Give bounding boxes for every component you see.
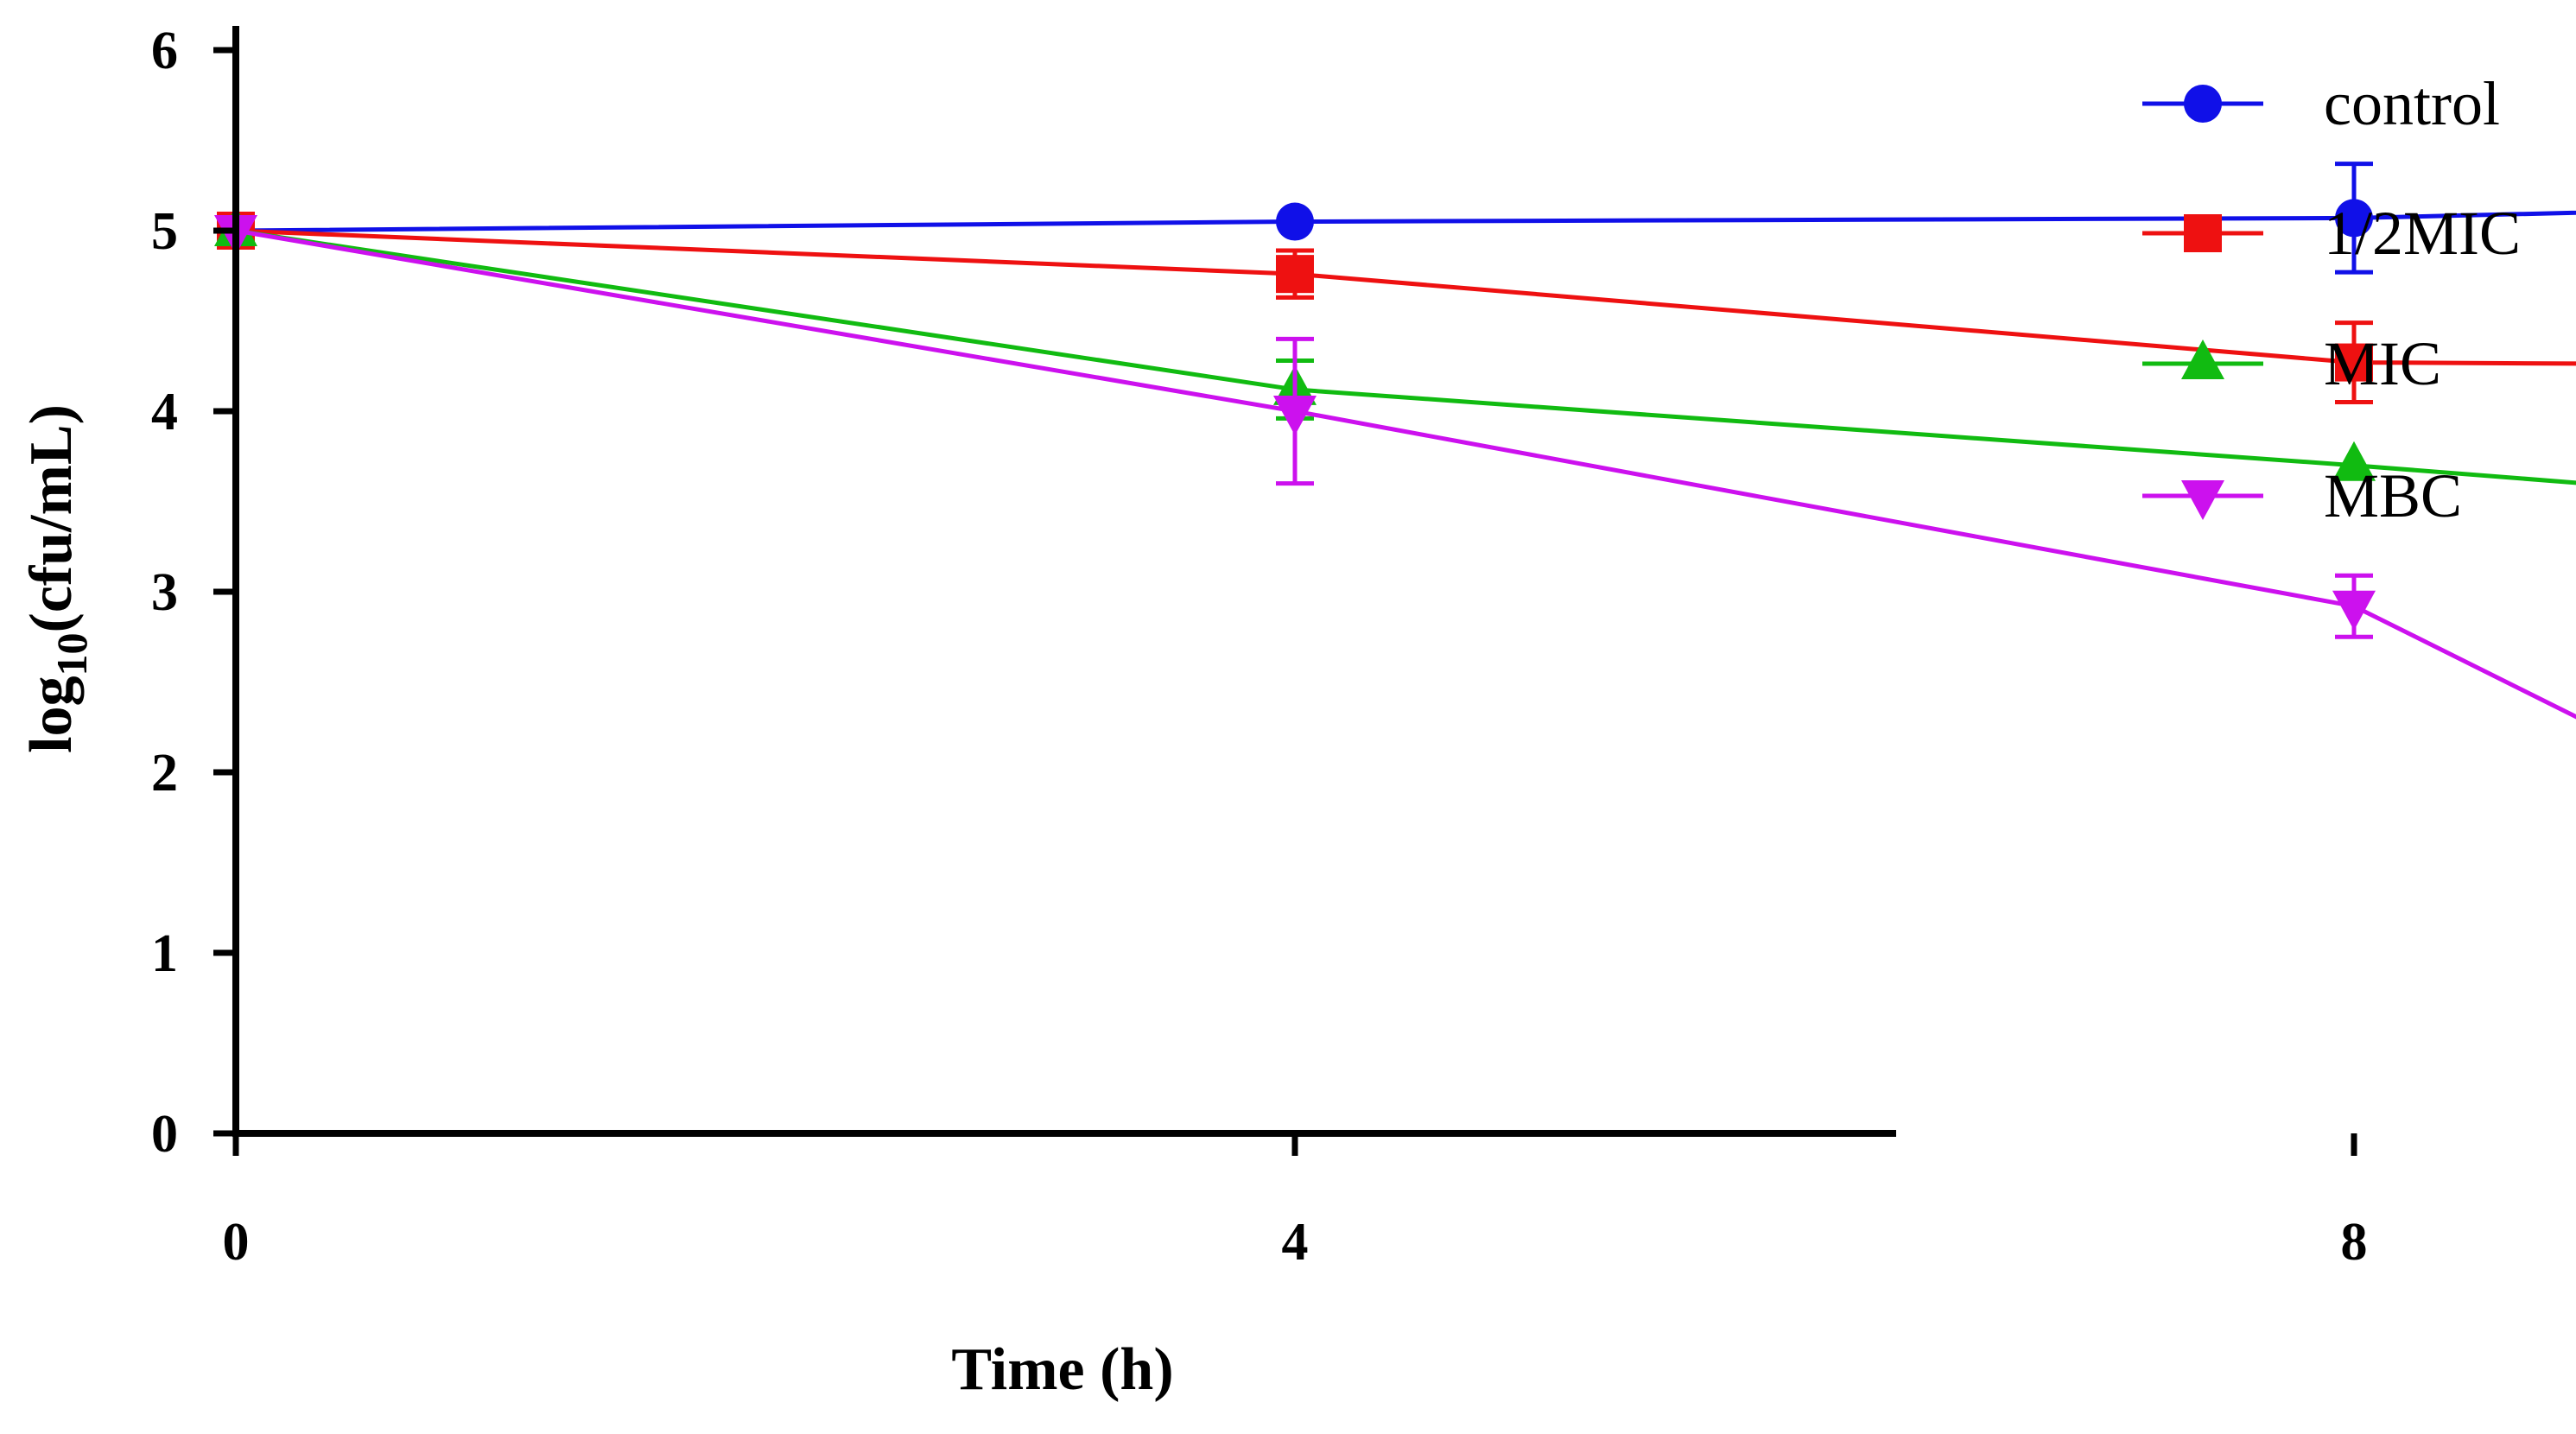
series-line: [235, 228, 2576, 720]
y-tick-label: 5: [151, 202, 178, 261]
series-layer: [214, 162, 2576, 720]
series-1/2MIC: [217, 212, 2576, 405]
legend-label: 1/2MIC: [2324, 199, 2521, 268]
x-tick-label: 8: [2341, 1213, 2368, 1272]
data-point: [2332, 590, 2376, 631]
data-point: [2332, 441, 2376, 481]
axes-layer: [232, 26, 1896, 1137]
legend-marker: [2181, 480, 2224, 520]
y-axis-title-suffix: (cfu/mL): [18, 404, 85, 632]
series-line: [235, 228, 2576, 366]
series-MBC: [214, 215, 2576, 720]
legend-label: MIC: [2324, 329, 2441, 398]
x-axis-title: Time (h): [951, 1336, 1173, 1403]
y-tick-label: 4: [151, 383, 178, 441]
legend-item-MIC: MIC: [2142, 329, 2441, 398]
legend-label: MBC: [2324, 461, 2462, 530]
y-tick-label: 3: [151, 563, 178, 622]
legend-item-MBC: MBC: [2142, 461, 2462, 530]
x-tick-label: 0: [223, 1213, 250, 1272]
data-point: [2335, 199, 2373, 238]
data-point: [1276, 255, 1314, 294]
series-line: [235, 228, 2576, 485]
y-axis-title-prefix: log: [18, 676, 85, 752]
legend-item-1/2MIC: 1/2MIC: [2142, 199, 2521, 268]
series-control: [217, 162, 2576, 275]
y-tick-label: 6: [151, 22, 178, 80]
data-point: [1273, 396, 1317, 435]
x-tick-label: 4: [1282, 1213, 1309, 1272]
y-tick-label: 0: [151, 1105, 178, 1164]
ticks-layer: 048121620240123456: [151, 22, 2368, 1272]
legend-marker: [2181, 339, 2224, 379]
y-tick-label: 1: [151, 924, 178, 983]
data-point: [2335, 343, 2373, 382]
legend: control 1/2MIC MIC MBC: [2142, 69, 2521, 530]
data-point: [1276, 202, 1314, 241]
series-MIC: [214, 206, 2576, 485]
y-axis-title-subscript: 10: [48, 632, 96, 676]
y-axis-title: log10(cfu/mL): [18, 404, 96, 753]
legend-label: control: [2324, 69, 2500, 138]
series-line: [235, 210, 2576, 233]
legend-item-control: control: [2142, 69, 2500, 138]
y-tick-label: 2: [151, 744, 178, 803]
legend-marker: [2184, 85, 2222, 123]
legend-marker: [2184, 214, 2222, 252]
